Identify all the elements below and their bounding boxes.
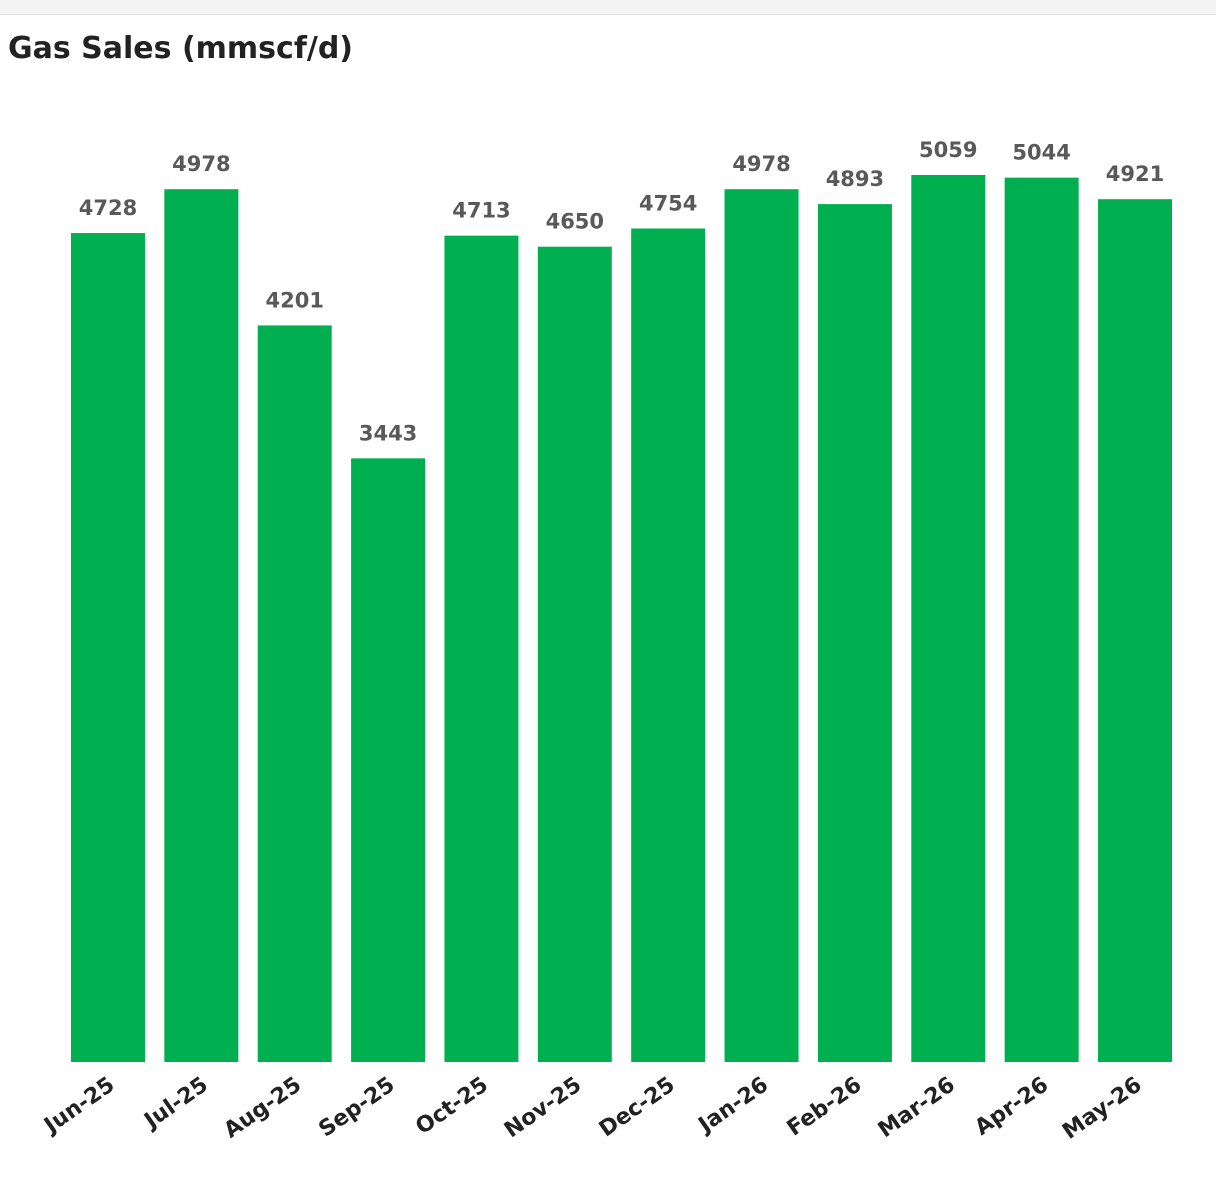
bar [537,246,612,1062]
bar [911,175,986,1062]
x-tick-label: Nov-25 [500,1072,586,1143]
x-tick-label: Apr-26 [970,1072,1053,1140]
value-label: 4978 [732,152,790,176]
bar [631,228,706,1063]
value-label: 4713 [452,199,510,223]
x-tick-label: Jun-25 [39,1072,120,1139]
value-label: 4893 [826,167,884,191]
value-label: 4754 [639,191,697,215]
value-label: 5059 [919,138,977,162]
x-tick-label: Dec-25 [595,1072,680,1142]
bar [444,235,519,1062]
bar [257,325,332,1062]
value-label: 3443 [359,421,417,445]
x-tick-label: Mar-26 [874,1072,960,1143]
chart-title: Gas Sales (mmscf/d) [8,31,353,66]
x-tick-label: Oct-25 [411,1072,493,1140]
value-label: 4921 [1106,162,1164,186]
x-tick-label: May-26 [1058,1072,1146,1144]
bar [70,233,145,1062]
value-label: 5044 [1012,141,1070,165]
value-label: 4978 [172,152,230,176]
bar [724,189,799,1063]
bar [164,189,239,1063]
x-tick-label: Aug-25 [220,1072,307,1143]
x-tick-label: Jul-25 [139,1072,213,1134]
bar [351,458,426,1062]
x-tick-label: Feb-26 [783,1072,867,1141]
x-tick-label: Jan-26 [693,1072,773,1139]
x-tick-label: Sep-25 [315,1072,400,1142]
value-label: 4650 [546,210,604,234]
value-label: 4201 [265,288,323,312]
value-label: 4728 [79,196,137,220]
bar [1004,177,1079,1063]
top-bar [0,0,1216,15]
bar [817,204,892,1062]
bar [1098,199,1173,1063]
